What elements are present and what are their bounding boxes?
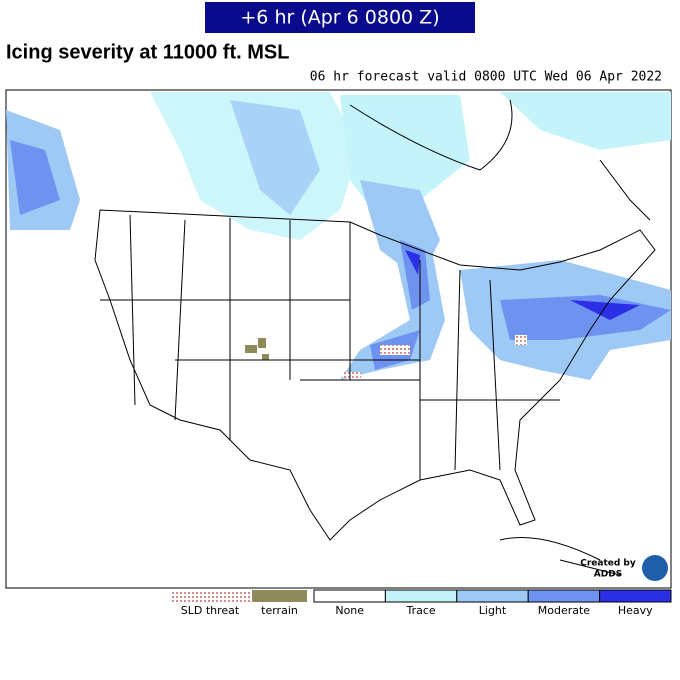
- badge-box: [205, 2, 475, 33]
- legend-label: Heavy: [618, 604, 653, 617]
- legend-label: Moderate: [538, 604, 591, 617]
- legend: SLD threat terrain None Trace Light Moderate H…: [170, 589, 672, 617]
- legend-label: SLD threat: [181, 604, 240, 617]
- terrain-area: [245, 338, 269, 360]
- noaa-logo: [642, 555, 668, 581]
- badge-text: +6 hr (Apr 6 0800 Z): [240, 7, 439, 29]
- title: Icing severity at 11000 ft. MSL: [6, 41, 289, 63]
- legend-swatch: [599, 589, 672, 603]
- legend-swatch: [527, 589, 601, 603]
- legend-swatch: [313, 589, 386, 603]
- borders: [94, 99, 656, 576]
- legend-label: Light: [479, 604, 507, 617]
- legend-label: Trace: [406, 604, 436, 617]
- sld-area: [343, 335, 527, 378]
- map: Created by ADDS: [5, 89, 672, 589]
- legend-swatch: [384, 589, 458, 603]
- legend-swatch: [252, 590, 307, 602]
- legend-label: None: [335, 604, 364, 617]
- credit: ADDS: [594, 570, 622, 580]
- legend-label: terrain: [261, 604, 298, 617]
- subtitle: 06 hr forecast valid 0800 UTC Wed 06 Apr…: [310, 70, 662, 85]
- legend-swatch: [170, 590, 250, 602]
- credit: Created by: [580, 559, 636, 569]
- legend-swatch: [456, 589, 529, 603]
- icing-field: [6, 92, 671, 380]
